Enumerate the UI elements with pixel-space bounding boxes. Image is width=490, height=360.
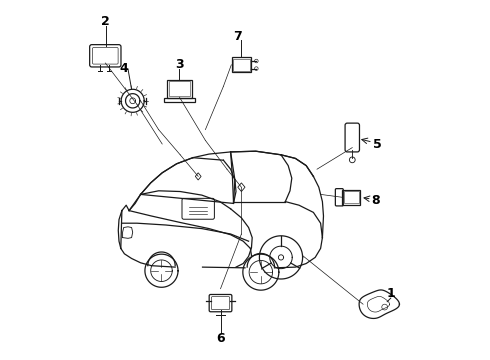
Bar (343, 191, 359, 203)
Bar (231, 57, 251, 72)
Text: 2: 2 (101, 15, 110, 28)
Bar (169, 81, 190, 96)
Text: 5: 5 (373, 138, 382, 150)
Text: 6: 6 (216, 332, 225, 345)
Text: 3: 3 (175, 58, 184, 71)
Bar (164, 98, 195, 102)
Bar (233, 59, 250, 71)
Bar (342, 190, 360, 205)
Bar (167, 80, 192, 98)
Text: 1: 1 (387, 287, 395, 300)
Text: 4: 4 (119, 62, 128, 75)
Text: 7: 7 (233, 30, 242, 42)
Text: 8: 8 (371, 194, 380, 207)
